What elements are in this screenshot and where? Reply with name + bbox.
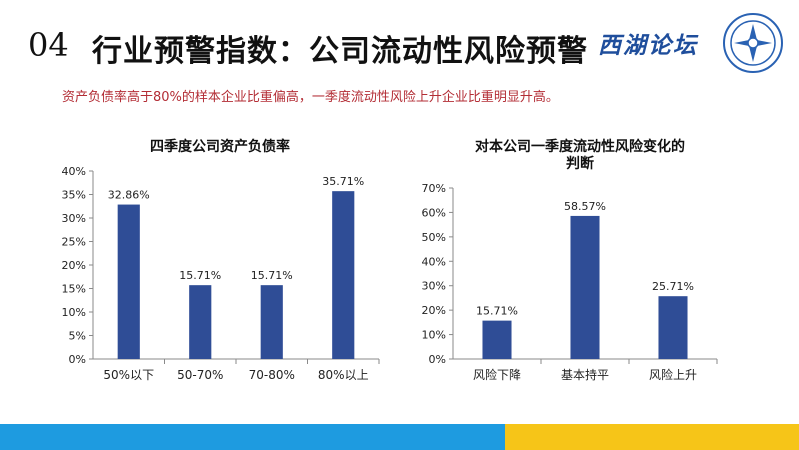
- y-tick-label: 30%: [422, 280, 446, 293]
- y-tick-label: 70%: [422, 182, 446, 195]
- y-tick-label: 40%: [62, 165, 86, 178]
- x-tick-label: 70-80%: [249, 368, 295, 382]
- data-label: 32.86%: [108, 189, 150, 202]
- y-tick-label: 25%: [62, 236, 86, 249]
- y-tick-label: 5%: [69, 330, 86, 343]
- data-label: 25.71%: [652, 280, 694, 293]
- y-tick-label: 10%: [62, 306, 86, 319]
- subtitle-note: 资产负债率高于80%的样本企业比重偏高，一季度流动性风险上升企业比重明显升高。: [62, 90, 559, 105]
- y-tick-label: 50%: [422, 231, 446, 244]
- section-number: 04: [28, 26, 69, 64]
- forum-logo-icon: [723, 13, 783, 73]
- data-label: 15.71%: [251, 269, 293, 282]
- bar-2: [658, 296, 688, 359]
- y-tick-label: 35%: [62, 189, 86, 202]
- x-tick-label: 风险上升: [649, 367, 697, 382]
- footer-bar: [0, 424, 799, 450]
- data-label: 15.71%: [179, 269, 221, 282]
- x-tick-label: 基本持平: [561, 367, 609, 382]
- bar-0: [117, 204, 140, 359]
- y-tick-label: 0%: [69, 353, 86, 366]
- data-label: 58.57%: [564, 200, 606, 213]
- data-label: 15.71%: [476, 305, 518, 318]
- x-tick-label: 50%以下: [103, 368, 154, 382]
- y-tick-label: 0%: [429, 353, 446, 366]
- bar-1: [570, 215, 600, 359]
- bar-1: [189, 285, 212, 359]
- x-tick-label: 风险下降: [473, 367, 521, 382]
- y-tick-label: 20%: [422, 304, 446, 317]
- y-tick-label: 30%: [62, 212, 86, 225]
- bar-3: [332, 191, 355, 359]
- y-tick-label: 10%: [422, 329, 446, 342]
- y-tick-label: 60%: [422, 206, 446, 219]
- chart-title: 判断: [566, 155, 594, 172]
- chart-title: 对本公司一季度流动性风险变化的: [475, 138, 685, 155]
- chart-title: 四季度公司资产负债率: [150, 138, 290, 155]
- footer-bar-blue: [0, 424, 505, 450]
- bar-2: [260, 285, 283, 359]
- footer-bar-gold: [505, 424, 799, 450]
- page-title: 行业预警指数：公司流动性风险预警: [92, 34, 588, 69]
- y-tick-label: 15%: [62, 283, 86, 296]
- y-tick-label: 40%: [422, 255, 446, 268]
- chart-q4-debt-ratio: 四季度公司资产负债率 0% 5% 10% 15% 20% 25% 30% 35% 40% 32.86…: [62, 138, 380, 382]
- data-label: 35.71%: [322, 175, 364, 188]
- x-tick-label: 80%以上: [318, 368, 369, 382]
- bar-0: [482, 320, 512, 359]
- brand-name: 西湖论坛: [598, 32, 698, 59]
- x-tick-label: 50-70%: [177, 368, 223, 382]
- y-tick-label: 20%: [62, 259, 86, 272]
